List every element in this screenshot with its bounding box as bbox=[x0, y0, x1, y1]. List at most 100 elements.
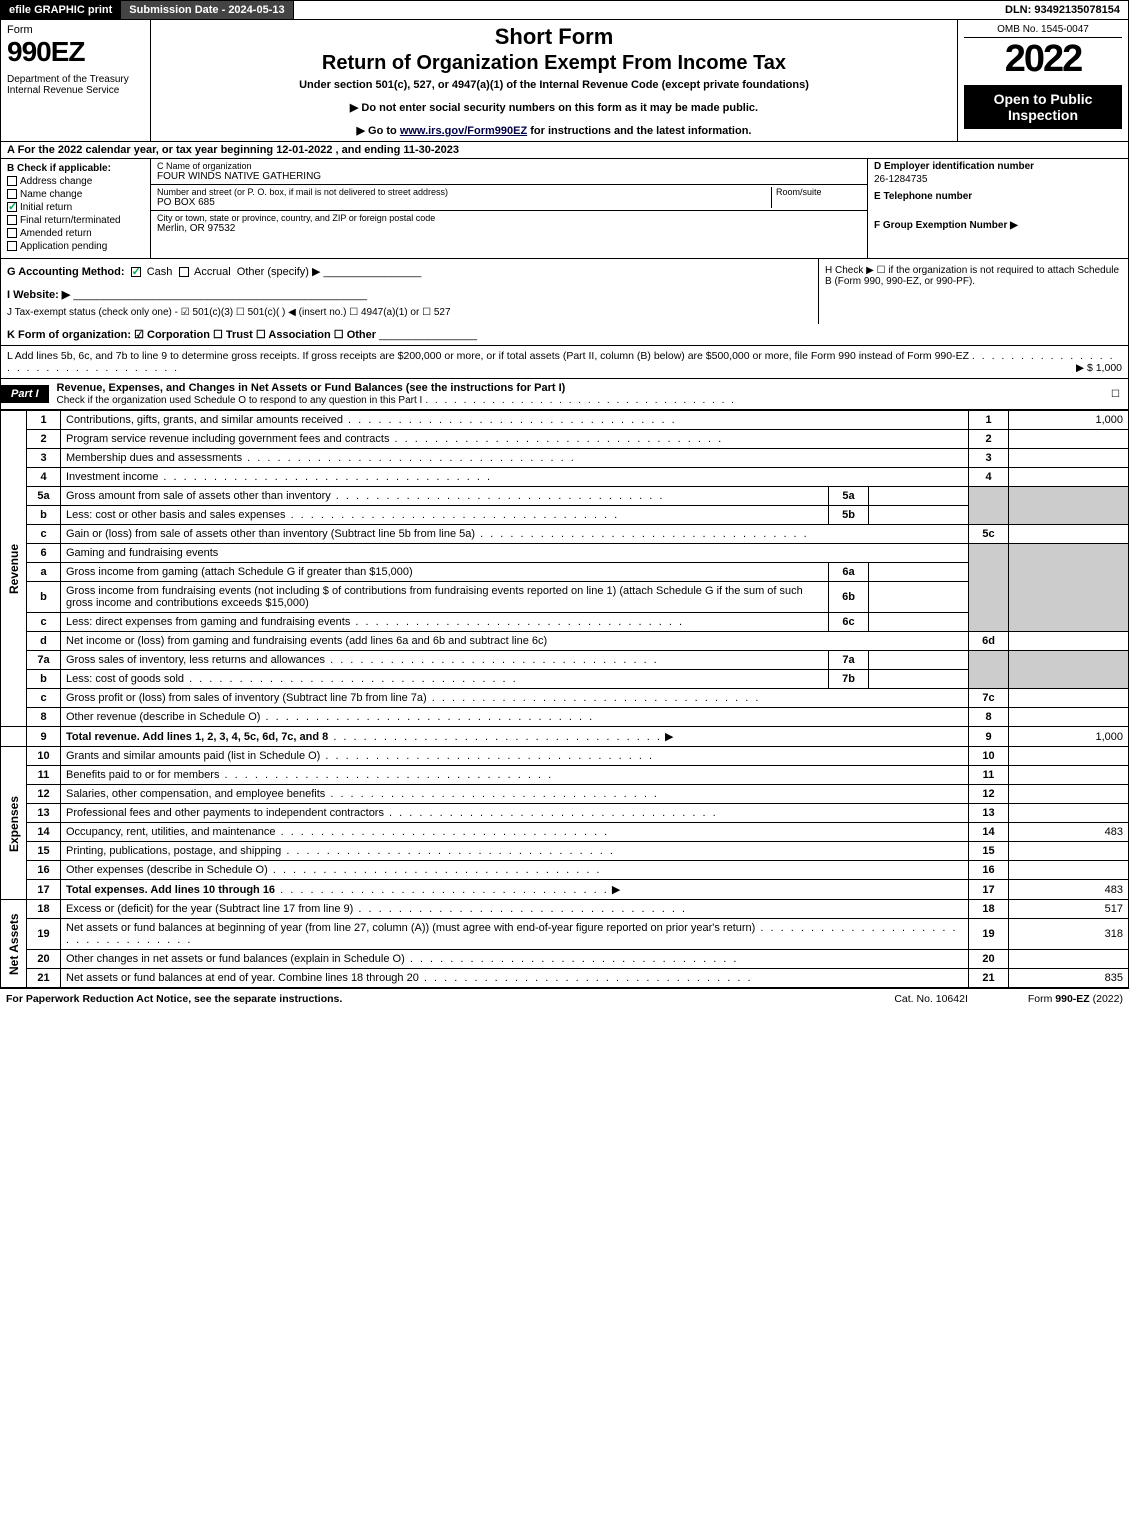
line-15-text: Printing, publications, postage, and shi… bbox=[61, 842, 969, 861]
form-title: Return of Organization Exempt From Incom… bbox=[157, 52, 951, 75]
line-6a-iamt bbox=[869, 563, 969, 582]
line-21-text: Net assets or fund balances at end of ye… bbox=[61, 969, 969, 988]
line-5ab-greybox bbox=[969, 487, 1009, 525]
cat-no: Cat. No. 10642I bbox=[894, 993, 968, 1005]
row-g: G Accounting Method: Cash Accrual Other … bbox=[1, 259, 818, 324]
line-6-text: Gaming and fundraising events bbox=[61, 544, 969, 563]
department-label: Department of the Treasury Internal Reve… bbox=[7, 74, 144, 96]
line-5a-text: Gross amount from sale of assets other t… bbox=[61, 487, 829, 506]
line-7c-num: c bbox=[27, 689, 61, 708]
line-6d-text: Net income or (loss) from gaming and fun… bbox=[61, 632, 969, 651]
org-name-label: C Name of organization bbox=[157, 161, 861, 171]
line-6c-text: Less: direct expenses from gaming and fu… bbox=[61, 613, 829, 632]
line-7a-num: 7a bbox=[27, 651, 61, 670]
part-1-table: Revenue 1 Contributions, gifts, grants, … bbox=[0, 410, 1129, 988]
line-15-amt bbox=[1009, 842, 1129, 861]
org-name: FOUR WINDS NATIVE GATHERING bbox=[157, 171, 861, 182]
efile-print-button[interactable]: efile GRAPHIC print bbox=[1, 1, 121, 19]
ein-label: D Employer identification number bbox=[874, 161, 1122, 172]
cb-amended-return[interactable]: Amended return bbox=[7, 228, 144, 239]
accounting-method-label: G Accounting Method: bbox=[7, 266, 125, 278]
line-11-num: 11 bbox=[27, 766, 61, 785]
line-1-text: Contributions, gifts, grants, and simila… bbox=[61, 411, 969, 430]
line-3-num: 3 bbox=[27, 449, 61, 468]
line-16-amt bbox=[1009, 861, 1129, 880]
line-9-num: 9 bbox=[27, 727, 61, 747]
expenses-sidebar: Expenses bbox=[1, 747, 27, 900]
header-left: Form 990EZ Department of the Treasury In… bbox=[1, 20, 151, 141]
line-7b-ibox: 7b bbox=[829, 670, 869, 689]
org-city-cell: City or town, state or province, country… bbox=[151, 211, 867, 236]
org-address-cell: Number and street (or P. O. box, if mail… bbox=[151, 185, 867, 211]
line-18-amt: 517 bbox=[1009, 900, 1129, 919]
row-a-tax-year: A For the 2022 calendar year, or tax yea… bbox=[0, 142, 1129, 159]
line-4-num: 4 bbox=[27, 468, 61, 487]
line-5a-num: 5a bbox=[27, 487, 61, 506]
line-6c-num: c bbox=[27, 613, 61, 632]
line-6c-iamt bbox=[869, 613, 969, 632]
line-5b-iamt bbox=[869, 506, 969, 525]
part-1-header: Part I Revenue, Expenses, and Changes in… bbox=[0, 379, 1129, 410]
line-7a-iamt bbox=[869, 651, 969, 670]
line-2-num: 2 bbox=[27, 430, 61, 449]
line-13-box: 13 bbox=[969, 804, 1009, 823]
line-6d-num: d bbox=[27, 632, 61, 651]
line-17-amt: 483 bbox=[1009, 880, 1129, 900]
line-2-box: 2 bbox=[969, 430, 1009, 449]
cb-initial-return[interactable]: Initial return bbox=[7, 202, 144, 213]
net-assets-sidebar: Net Assets bbox=[1, 900, 27, 988]
line-7b-iamt bbox=[869, 670, 969, 689]
room-suite-label: Room/suite bbox=[776, 187, 861, 197]
cb-accrual[interactable] bbox=[179, 267, 189, 277]
row-j-tax-exempt: J Tax-exempt status (check only one) - ☑… bbox=[7, 307, 812, 318]
line-20-num: 20 bbox=[27, 950, 61, 969]
cb-cash[interactable] bbox=[131, 267, 141, 277]
ssn-warning: ▶ Do not enter social security numbers o… bbox=[157, 101, 951, 114]
line-16-num: 16 bbox=[27, 861, 61, 880]
line-8-box: 8 bbox=[969, 708, 1009, 727]
line-15-box: 15 bbox=[969, 842, 1009, 861]
line-11-text: Benefits paid to or for members bbox=[61, 766, 969, 785]
cb-name-change[interactable]: Name change bbox=[7, 189, 144, 200]
line-21-amt: 835 bbox=[1009, 969, 1129, 988]
cb-application-pending[interactable]: Application pending bbox=[7, 241, 144, 252]
line-16-text: Other expenses (describe in Schedule O) bbox=[61, 861, 969, 880]
line-2-text: Program service revenue including govern… bbox=[61, 430, 969, 449]
part-1-checkbox[interactable]: ☐ bbox=[1103, 386, 1128, 403]
line-18-box: 18 bbox=[969, 900, 1009, 919]
line-7c-box: 7c bbox=[969, 689, 1009, 708]
line-14-text: Occupancy, rent, utilities, and maintena… bbox=[61, 823, 969, 842]
line-5c-amt bbox=[1009, 525, 1129, 544]
row-h: H Check ▶ ☐ if the organization is not r… bbox=[818, 259, 1128, 324]
org-city-label: City or town, state or province, country… bbox=[157, 213, 861, 223]
cb-address-change[interactable]: Address change bbox=[7, 176, 144, 187]
line-15-num: 15 bbox=[27, 842, 61, 861]
line-21-num: 21 bbox=[27, 969, 61, 988]
line-10-amt bbox=[1009, 747, 1129, 766]
revenue-sidebar-end bbox=[1, 727, 27, 747]
line-7b-num: b bbox=[27, 670, 61, 689]
telephone-label: E Telephone number bbox=[874, 191, 1122, 202]
line-18-num: 18 bbox=[27, 900, 61, 919]
line-19-amt: 318 bbox=[1009, 919, 1129, 950]
line-19-text: Net assets or fund balances at beginning… bbox=[61, 919, 969, 950]
line-12-box: 12 bbox=[969, 785, 1009, 804]
short-form-title: Short Form bbox=[157, 24, 951, 50]
line-5b-text: Less: cost or other basis and sales expe… bbox=[61, 506, 829, 525]
cb-final-return[interactable]: Final return/terminated bbox=[7, 215, 144, 226]
line-13-amt bbox=[1009, 804, 1129, 823]
line-6b-ibox: 6b bbox=[829, 582, 869, 613]
org-city: Merlin, OR 97532 bbox=[157, 223, 861, 234]
line-7ab-greyamt bbox=[1009, 651, 1129, 689]
line-4-text: Investment income bbox=[61, 468, 969, 487]
line-6b-num: b bbox=[27, 582, 61, 613]
revenue-sidebar: Revenue bbox=[1, 411, 27, 727]
irs-link[interactable]: www.irs.gov/Form990EZ bbox=[400, 125, 527, 137]
line-6c-ibox: 6c bbox=[829, 613, 869, 632]
header-right: OMB No. 1545-0047 2022 Open to Public In… bbox=[958, 20, 1128, 141]
form-of-org-text: K Form of organization: ☑ Corporation ☐ … bbox=[7, 329, 376, 341]
line-6b-iamt bbox=[869, 582, 969, 613]
line-7a-text: Gross sales of inventory, less returns a… bbox=[61, 651, 829, 670]
line-17-text: Total expenses. Add lines 10 through 16 … bbox=[61, 880, 969, 900]
header-center: Short Form Return of Organization Exempt… bbox=[151, 20, 958, 141]
